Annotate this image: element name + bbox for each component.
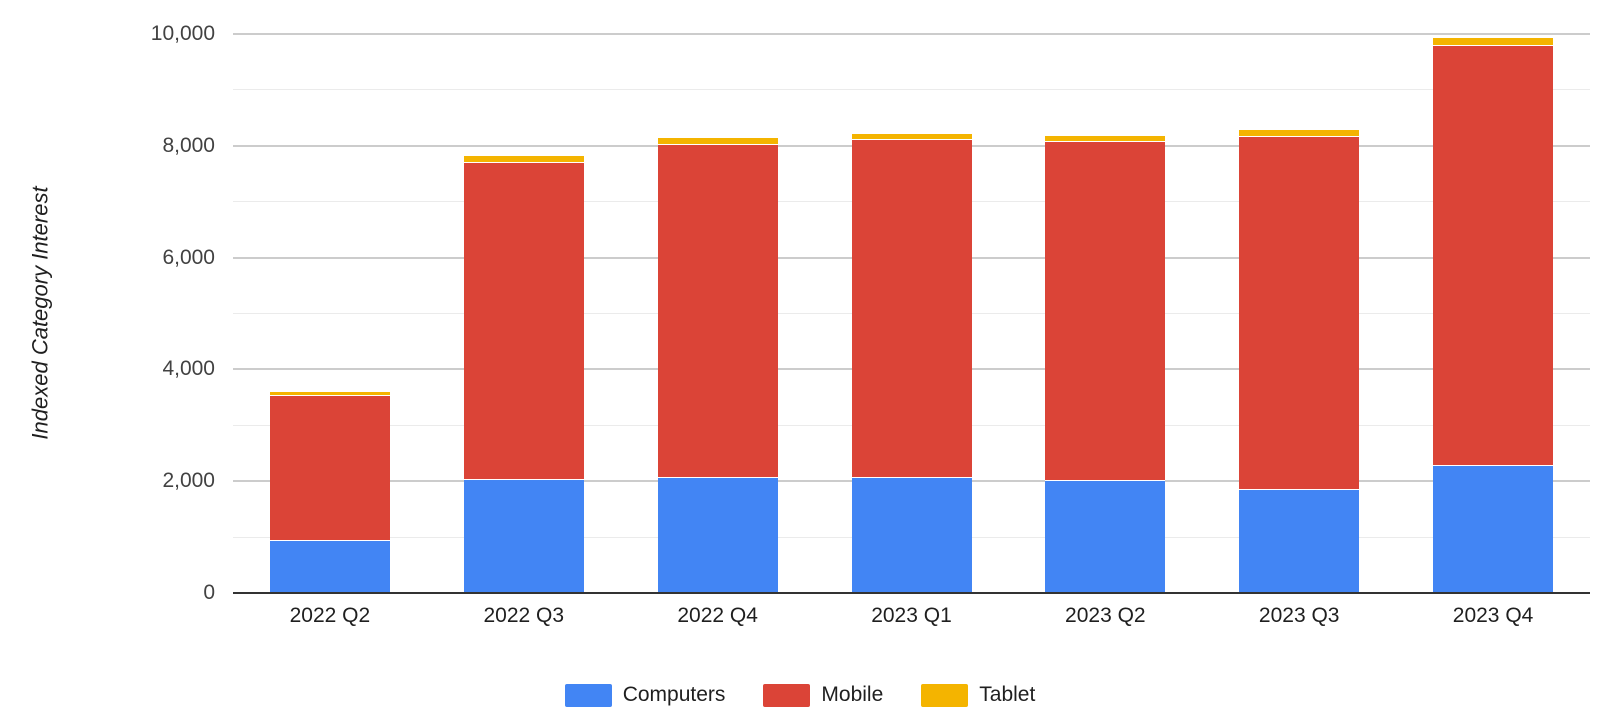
bar-segment-computers-2022-q2[interactable] [269, 541, 390, 593]
legend-item-tablet: Tablet [921, 683, 1035, 707]
x-axis-line [233, 592, 1590, 594]
x-category-label: 2022 Q3 [483, 604, 565, 627]
chart-legend: Computers Mobile Tablet [0, 683, 1600, 707]
y-tick-label: 10,000 [150, 22, 215, 45]
legend-swatch-mobile [763, 683, 811, 707]
bar-segment-tablet-2023-q1[interactable] [851, 134, 972, 140]
bar-segment-mobile-2023-q3[interactable] [1239, 136, 1360, 491]
bar-segment-tablet-2022-q4[interactable] [657, 137, 778, 145]
bar-segment-computers-2023-q2[interactable] [1045, 481, 1166, 593]
x-category-label: 2023 Q3 [1258, 604, 1340, 627]
x-category-label: 2022 Q4 [677, 604, 758, 627]
legend-item-mobile: Mobile [763, 683, 883, 707]
x-category-label: 2023 Q4 [1452, 604, 1534, 627]
y-tick-label: 0 [203, 581, 215, 604]
bar-segment-tablet-2023-q4[interactable] [1433, 37, 1554, 46]
bar-segment-mobile-2022-q2[interactable] [269, 396, 390, 541]
bar-segment-tablet-2022-q2[interactable] [269, 392, 390, 397]
bar-segment-mobile-2022-q3[interactable] [463, 162, 584, 480]
legend-swatch-computers [564, 683, 612, 707]
x-category-label: 2022 Q2 [289, 604, 371, 627]
bar-segment-computers-2022-q3[interactable] [463, 479, 584, 593]
bar-segment-mobile-2023-q2[interactable] [1045, 141, 1166, 482]
x-category-label: 2023 Q2 [1065, 604, 1146, 627]
bar-segment-computers-2022-q4[interactable] [657, 478, 778, 593]
bar-segment-computers-2023-q1[interactable] [851, 477, 972, 593]
bar-segment-computers-2023-q4[interactable] [1433, 466, 1554, 593]
legend-label-mobile: Mobile [821, 683, 884, 706]
legend-label-computers: Computers [622, 683, 726, 706]
bar-segment-mobile-2022-q4[interactable] [657, 144, 778, 479]
legend-label-tablet: Tablet [979, 683, 1036, 706]
y-axis-title: Indexed Category Interest [27, 186, 53, 440]
y-gridline-major [233, 33, 1590, 35]
x-category-label: 2023 Q1 [871, 604, 952, 627]
y-tick-label: 6,000 [162, 245, 215, 269]
legend-item-computers: Computers [564, 683, 726, 707]
bar-segment-mobile-2023-q4[interactable] [1433, 45, 1554, 467]
y-tick-label: 4,000 [162, 357, 215, 381]
y-tick-label: 2,000 [162, 469, 215, 493]
bar-segment-computers-2023-q3[interactable] [1239, 490, 1360, 593]
bar-segment-tablet-2022-q3[interactable] [463, 155, 584, 163]
legend-swatch-tablet [921, 683, 969, 707]
bar-segment-tablet-2023-q3[interactable] [1239, 129, 1360, 137]
y-gridline-minor [233, 89, 1590, 91]
bar-segment-tablet-2023-q2[interactable] [1045, 135, 1166, 142]
bar-segment-mobile-2023-q1[interactable] [851, 139, 972, 478]
y-tick-label: 8,000 [162, 133, 215, 157]
